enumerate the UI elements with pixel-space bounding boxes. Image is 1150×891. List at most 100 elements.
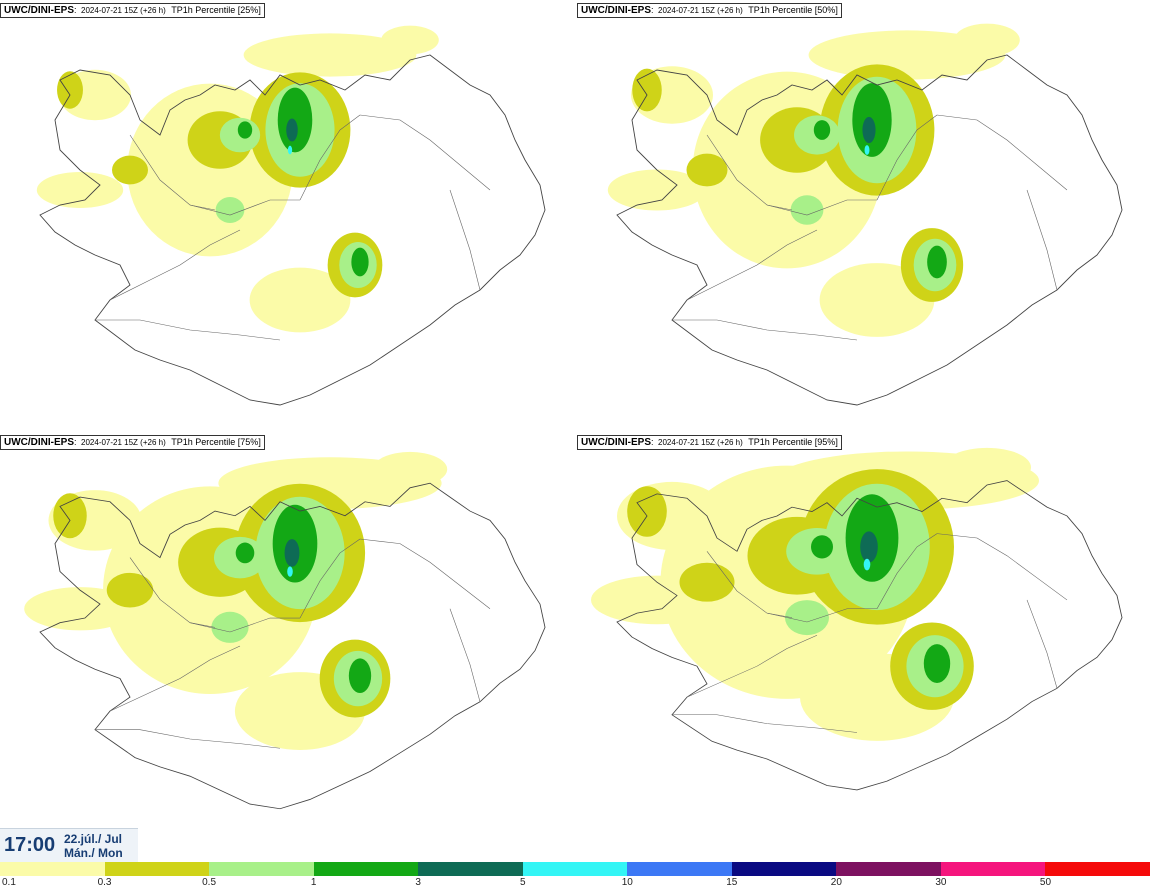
road-line [936, 114, 1068, 191]
map-panel-95: UWC/DINI-EPS: 2024-07-21 15Z (+26 h) TP1… [577, 432, 1150, 812]
cyan-precip-area [287, 145, 293, 155]
colorbar-tick-label: 0.3 [97, 877, 112, 888]
green-precip-area [277, 87, 313, 153]
road-line [299, 538, 361, 619]
road-line [189, 199, 300, 216]
precip-field [607, 23, 1020, 337]
precip-field [24, 451, 448, 750]
model-name: UWC/DINI-EPS [4, 5, 74, 16]
panel-title: UWC/DINI-EPS: 2024-07-21 15Z (+26 h) TP1… [0, 3, 265, 18]
light-yellow-precip-area [954, 23, 1020, 57]
model-name: UWC/DINI-EPS [4, 437, 74, 448]
green-precip-area [237, 121, 253, 139]
road-line [129, 134, 216, 211]
road-line [95, 319, 281, 341]
colorbar-swatch [731, 862, 837, 876]
iceland-map [591, 447, 1123, 791]
run-info: 2024-07-21 15Z (+26 h) [658, 438, 743, 447]
colorbar-tick-label: 30 [935, 877, 947, 888]
valid-time: 17:00 [4, 834, 56, 856]
yellow-precip-area [53, 493, 87, 539]
field-name: TP1h Percentile [75%] [171, 437, 261, 447]
map-panel-25: UWC/DINI-EPS: 2024-07-21 15Z (+26 h) TP1… [0, 0, 573, 430]
precip-field [36, 25, 439, 333]
colorbar-tick-label: 15 [726, 877, 738, 888]
colorbar-swatch [418, 862, 523, 876]
road-line [706, 551, 793, 618]
light-yellow-precip-area [243, 33, 417, 77]
cyan-precip-area [287, 566, 293, 577]
road-line [876, 533, 938, 609]
run-info: 2024-07-21 15Z (+26 h) [81, 438, 166, 447]
road-line [672, 319, 858, 341]
iceland-map [36, 25, 546, 406]
colorbar-swatch [627, 862, 732, 876]
field-name: TP1h Percentile [25%] [171, 5, 261, 15]
coastline [616, 54, 1123, 406]
run-info: 2024-07-21 15Z (+26 h) [81, 6, 166, 15]
green-precip-area [351, 247, 369, 277]
green-precip-area [348, 658, 372, 694]
coastline [39, 482, 546, 810]
light-yellow-precip-area [372, 451, 448, 487]
model-name: UWC/DINI-EPS [581, 5, 651, 16]
valid-date-line2: Mán./ Mon [64, 846, 123, 860]
road-line [95, 729, 281, 749]
colorbar-ticks: 0.1 0.3 0.5 1 3 5 10 15 20 30 50 [0, 876, 1150, 891]
cyan-precip-area [863, 558, 871, 571]
panel-title: UWC/DINI-EPS: 2024-07-21 15Z (+26 h) TP1… [577, 435, 842, 450]
light-yellow-precip-area [943, 447, 1031, 487]
yellow-precip-area [57, 71, 83, 109]
green-precip-area [923, 644, 951, 683]
road-line [936, 533, 1068, 601]
light-yellow-precip-area [381, 25, 439, 55]
valid-time-box: 17:00 22.júl./ Jul Mán./ Mon [0, 828, 138, 862]
dark-green-precip-area [862, 116, 876, 144]
map-panel-50: UWC/DINI-EPS: 2024-07-21 15Z (+26 h) TP1… [577, 0, 1150, 430]
dark-green-precip-area [286, 118, 298, 142]
road-line [449, 189, 481, 291]
dark-green-precip-area [860, 531, 878, 563]
road-line [686, 635, 818, 698]
light-green-precip-area [785, 600, 829, 636]
road-line [359, 114, 491, 191]
cyan-precip-area [864, 145, 870, 155]
road-line [766, 199, 877, 216]
map-panel-75: UWC/DINI-EPS: 2024-07-21 15Z (+26 h) TP1… [0, 432, 573, 832]
colorbar-swatch [836, 862, 941, 876]
colorbar-tick-label: 0.5 [202, 877, 217, 888]
dark-green-precip-area [284, 539, 300, 567]
yellow-precip-area [632, 68, 662, 112]
light-green-precip-area [790, 195, 824, 225]
green-precip-area [813, 120, 831, 140]
green-precip-area [811, 535, 833, 559]
road-line [449, 608, 481, 702]
panel-title: UWC/DINI-EPS: 2024-07-21 15Z (+26 h) TP1… [577, 3, 842, 18]
yellow-precip-area [106, 572, 154, 608]
light-green-precip-area [215, 197, 245, 223]
valid-date-line1: 22.júl./ Jul [64, 832, 123, 846]
precip-field [591, 447, 1039, 741]
model-name: UWC/DINI-EPS [581, 437, 651, 448]
colorbar-swatch [209, 862, 314, 876]
panel-title: UWC/DINI-EPS: 2024-07-21 15Z (+26 h) TP1… [0, 435, 265, 450]
green-precip-area [235, 542, 255, 564]
road-line [876, 114, 938, 201]
yellow-precip-area [112, 155, 148, 185]
road-line [686, 229, 818, 301]
road-line [129, 557, 216, 628]
road-line [766, 608, 877, 623]
field-name: TP1h Percentile [50%] [748, 5, 838, 15]
field-name: TP1h Percentile [95%] [748, 437, 838, 447]
light-yellow-precip-area [607, 169, 707, 211]
colorbar-tick-label: 0.1 [2, 877, 16, 888]
road-line [109, 229, 241, 301]
road-line [706, 134, 793, 211]
colorbar-tick-label: 3 [415, 877, 421, 888]
yellow-precip-area [679, 562, 735, 602]
light-yellow-precip-area [36, 172, 124, 208]
light-yellow-precip-area [249, 267, 351, 333]
road-line [299, 114, 361, 201]
valid-date: 22.júl./ Jul Mán./ Mon [64, 832, 123, 860]
precip-colorbar [0, 862, 1150, 876]
